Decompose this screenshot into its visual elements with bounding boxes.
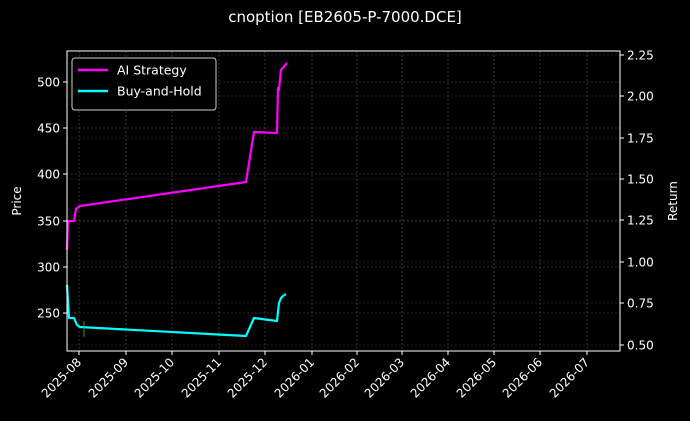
right-tick-label: 1.00 [627,256,654,270]
x-tick-label: 2026-06 [500,355,545,400]
axes-frame [66,50,621,352]
right-tick-label: 1.75 [627,132,654,146]
x-tick-label: 2025-10 [132,355,177,400]
x-axis: 2025-08 2025-09 2025-10 2025-11 2025-12 2026-… [39,351,592,401]
right-tick-label: 1.25 [627,214,654,228]
left-tick-label: 350 [37,215,60,229]
grid-lines [67,51,620,351]
buy-and-hold-line [65,284,287,338]
x-tick-label: 2026-03 [362,355,407,400]
x-tick-label: 2026-05 [454,355,499,400]
right-axis-label: Return [666,181,680,221]
right-y-axis: 2.25 2.00 1.75 1.50 1.25 1.00 0.75 0.50 [620,49,654,353]
left-axis-label: Price [10,186,24,215]
left-tick-label: 500 [37,76,60,90]
x-tick-label: 2025-11 [179,355,224,400]
x-tick-label: 2025-08 [39,355,84,400]
legend-label-ai: AI Strategy [117,63,187,78]
legend-label-bh: Buy-and-Hold [117,84,202,99]
left-y-axis: 500 450 400 350 300 250 [37,76,67,321]
x-tick-label: 2026-07 [547,355,592,400]
left-tick-label: 400 [37,168,60,182]
right-tick-label: 1.50 [627,173,654,187]
trade-marker-red [74,312,76,314]
left-tick-label: 450 [37,122,60,136]
x-tick-label: 2026-01 [272,355,317,400]
x-tick-label: 2026-04 [408,355,453,400]
right-tick-label: 0.50 [627,339,654,353]
right-tick-label: 0.75 [627,297,654,311]
x-tick-label: 2025-12 [225,355,270,400]
x-tick-label: 2025-09 [86,355,131,400]
legend: AI Strategy Buy-and-Hold [71,57,217,111]
chart-title: cnoption [EB2605-P-7000.DCE] [228,8,462,26]
right-tick-label: 2.00 [627,90,654,104]
right-tick-label: 2.25 [627,49,654,63]
ai-strategy-line [65,62,288,251]
left-tick-label: 300 [37,261,60,275]
x-tick-label: 2026-02 [317,355,362,400]
left-tick-label: 250 [37,307,60,321]
data-lines [65,62,288,338]
